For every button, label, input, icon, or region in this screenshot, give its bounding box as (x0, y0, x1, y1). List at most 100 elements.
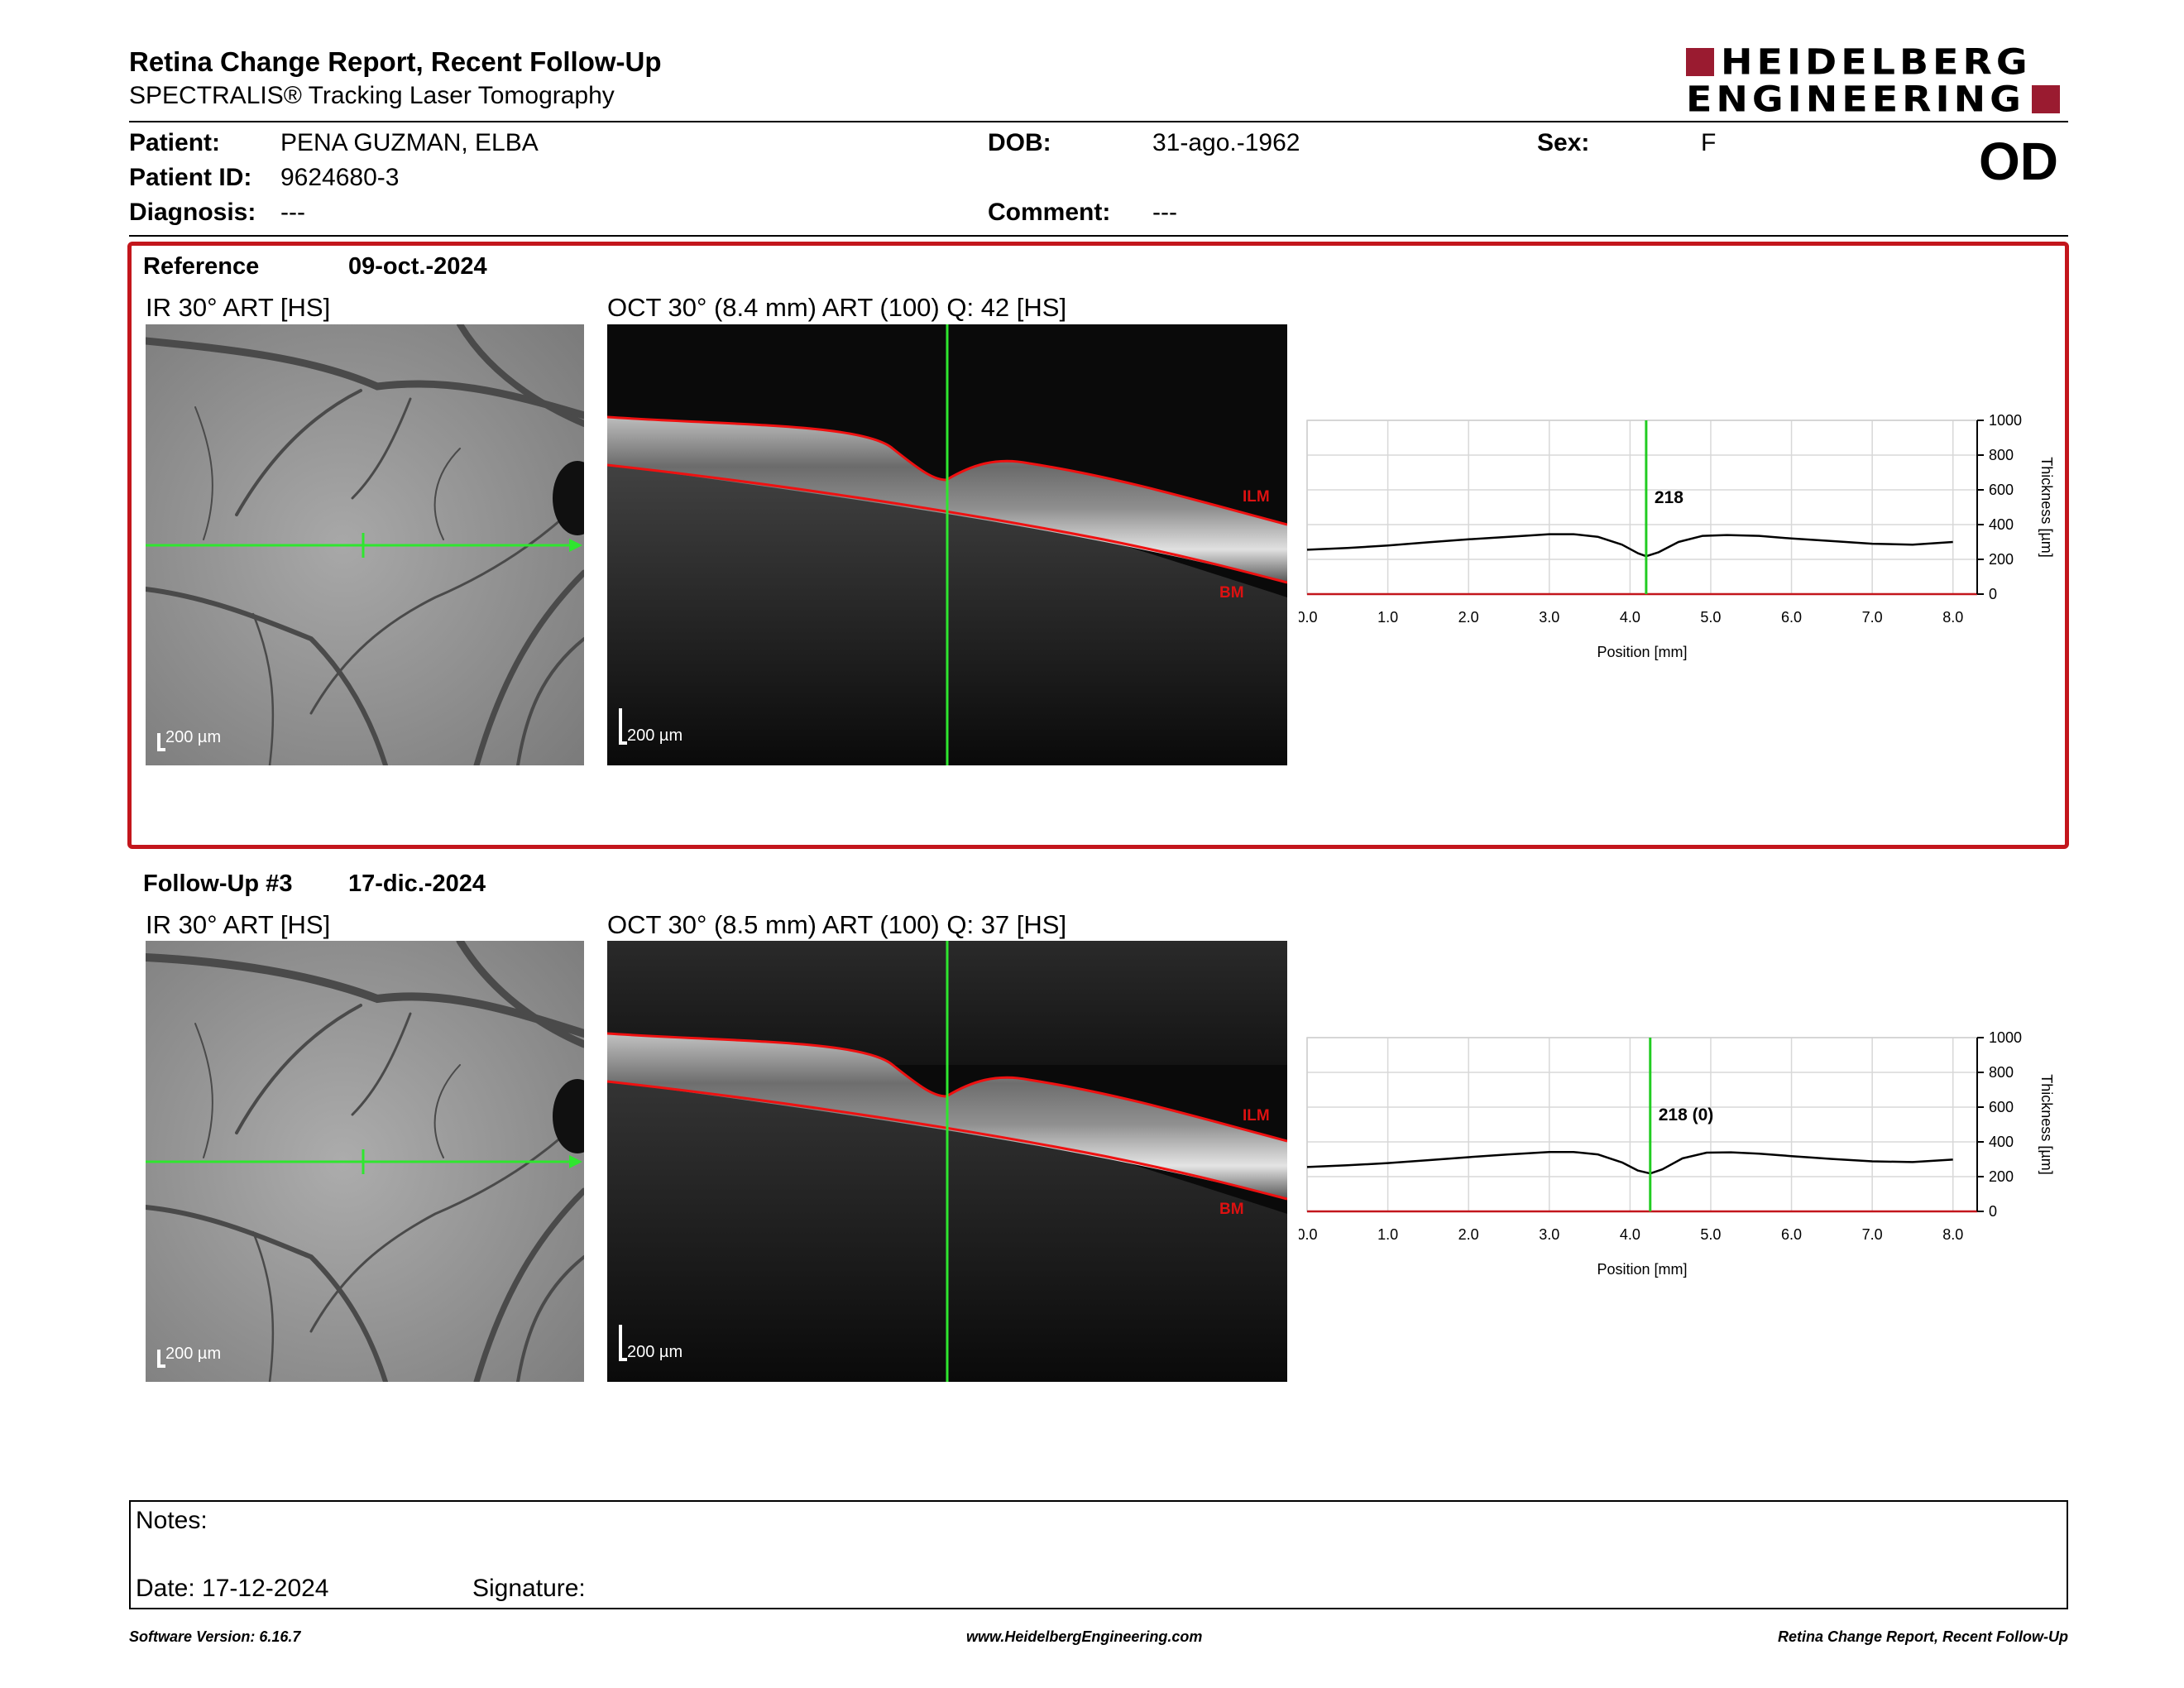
x-tick-label: 2.0 (1458, 1226, 1479, 1243)
patient-divider (129, 235, 2068, 237)
eye-laterality: OD (1979, 132, 2058, 191)
patient-id-label: Patient ID: (129, 164, 252, 191)
x-tick-label: 8.0 (1942, 1226, 1963, 1243)
y-axis-label: Thickness [µm] (2038, 1074, 2055, 1174)
x-axis-label: Position [mm] (1597, 1261, 1687, 1278)
dob-value: 31-ago.-1962 (1152, 129, 1300, 156)
thickness-chart-grid (1306, 420, 1977, 595)
followup-oct-scale-label: 200 µm (627, 1343, 683, 1361)
y-tick-label: 400 (1989, 1134, 2014, 1150)
comment-label: Comment: (988, 199, 1111, 226)
notes-label: Notes: (136, 1507, 208, 1534)
comment-value: --- (1152, 199, 1177, 226)
y-tick-label: 1000 (1989, 412, 2022, 429)
reference-highlight-box (127, 242, 2069, 849)
y-tick-label: 400 (1989, 516, 2014, 533)
thickness-line (1306, 1150, 1953, 1175)
y-tick-label: 1000 (1989, 1029, 2022, 1046)
x-tick-label: 1.0 (1377, 1226, 1398, 1243)
footer-report-name: Retina Change Report, Recent Follow-Up (1777, 1628, 2068, 1645)
report-title: Retina Change Report, Recent Follow-Up (129, 46, 662, 77)
patient-label: Patient: (129, 129, 221, 156)
x-tick-label: 0.0 (1299, 609, 1318, 626)
reference-oct-title: OCT 30° (8.4 mm) ART (100) Q: 42 [HS] (607, 293, 1067, 322)
notes-box[interactable]: Notes: Date: 17-12-2024 Signature: (129, 1500, 2068, 1609)
x-tick-label: 6.0 (1781, 609, 1802, 626)
x-tick-label: 4.0 (1620, 1226, 1640, 1243)
notes-date: Date: 17-12-2024 (136, 1575, 329, 1602)
reference-fundus-svg (146, 324, 584, 765)
followup-ilm-label: ILM (1243, 1107, 1270, 1125)
reference-oct-bscan-image[interactable]: ILM BM 200 µm (607, 324, 1287, 765)
y-tick-label: 800 (1989, 1064, 2014, 1081)
thickness-line (1306, 533, 1953, 558)
reference-date: 09-oct.-2024 (348, 253, 487, 280)
footer-website-link[interactable]: www.HeidelbergEngineering.com (966, 1628, 1203, 1645)
reference-ir-scale-label: 200 µm (165, 728, 222, 746)
reference-oct-scale-label: 200 µm (627, 727, 683, 745)
logo-line1: HEIDELBERG (1721, 41, 2032, 83)
followup-oct-svg (607, 941, 1287, 1382)
diagnosis-label: Diagnosis: (129, 199, 256, 226)
patient-name: PENA GUZMAN, ELBA (280, 129, 539, 156)
report-subtitle: SPECTRALIS® Tracking Laser Tomography (129, 82, 615, 109)
header-divider (129, 121, 2068, 122)
plot-frame (1306, 420, 1978, 595)
followup-oct-title: OCT 30° (8.5 mm) ART (100) Q: 37 [HS] (607, 910, 1067, 939)
x-axis-label: Position [mm] (1597, 644, 1687, 660)
followup-fundus-svg (146, 941, 584, 1382)
reference-ir-fundus-image[interactable]: 200 µm (146, 324, 584, 765)
x-tick-label: 1.0 (1377, 609, 1398, 626)
x-tick-label: 7.0 (1862, 1226, 1883, 1243)
reference-oct-svg (607, 324, 1287, 765)
reference-label: Reference (143, 253, 260, 280)
dob-label: DOB: (988, 129, 1051, 156)
x-tick-label: 5.0 (1700, 1226, 1721, 1243)
y-tick-label: 600 (1989, 1099, 2014, 1115)
x-tick-label: 8.0 (1942, 609, 1963, 626)
x-tick-label: 7.0 (1862, 609, 1883, 626)
reference-ilm-label: ILM (1243, 488, 1270, 506)
y-tick-label: 800 (1989, 447, 2014, 463)
diagnosis-value: --- (280, 199, 305, 226)
followup-date: 17-dic.-2024 (348, 870, 486, 897)
x-tick-label: 5.0 (1700, 609, 1721, 626)
y-axis-label: Thickness [µm] (2038, 457, 2055, 557)
company-logo: HEIDELBERG ENGINEERING (1686, 41, 2067, 120)
thickness-chart-grid (1306, 1037, 1977, 1212)
logo-line2: ENGINEERING (1686, 79, 2025, 120)
y-tick-label: 0 (1989, 586, 1997, 602)
plot-frame (1306, 1037, 1978, 1212)
cursor-thickness-label: 218 (0) (1659, 1105, 1714, 1125)
logo-square-right (2031, 85, 2060, 113)
x-tick-label: 6.0 (1781, 1226, 1802, 1243)
x-tick-label: 4.0 (1620, 609, 1640, 626)
followup-ir-fundus-image[interactable]: 200 µm (146, 941, 584, 1382)
followup-ir-title: IR 30° ART [HS] (146, 910, 331, 939)
signature-label: Signature: (472, 1575, 586, 1602)
cursor-thickness-label: 218 (1655, 488, 1684, 507)
followup-oct-scale-bar (619, 1325, 627, 1361)
x-tick-label: 3.0 (1539, 1226, 1559, 1243)
y-tick-label: 200 (1989, 551, 2014, 568)
reference-ir-scale-bar (157, 733, 165, 751)
followup-thickness-chart: 0 200 400 600 800 1000 0.0 1.0 2.0 3.0 4.0 5.0 6.0 7.… (1299, 1029, 2055, 1278)
y-tick-label: 0 (1989, 1203, 1997, 1220)
followup-bm-label: BM (1219, 1201, 1244, 1218)
reference-bm-label: BM (1219, 584, 1244, 602)
reference-ir-title: IR 30° ART [HS] (146, 293, 331, 322)
y-tick-label: 600 (1989, 482, 2014, 498)
patient-id: 9624680-3 (280, 164, 400, 191)
reference-oct-scale-bar (619, 708, 627, 745)
sex-label: Sex: (1537, 129, 1590, 156)
followup-ir-scale-label: 200 µm (165, 1345, 222, 1363)
reference-thickness-chart: 0 200 400 600 800 1000 0.0 1.0 2.0 3.0 4.0 5.0 6.0 7.… (1299, 412, 2055, 660)
y-tick-label: 200 (1989, 1168, 2014, 1185)
followup-ir-scale-bar (157, 1350, 165, 1368)
footer-software-version: Software Version: 6.16.7 (129, 1628, 301, 1645)
x-tick-label: 0.0 (1299, 1226, 1318, 1243)
followup-label: Follow-Up #3 (143, 870, 293, 897)
logo-square-left (1686, 48, 1714, 76)
followup-oct-bscan-image[interactable]: ILM BM 200 µm (607, 941, 1287, 1382)
x-tick-label: 3.0 (1539, 609, 1559, 626)
